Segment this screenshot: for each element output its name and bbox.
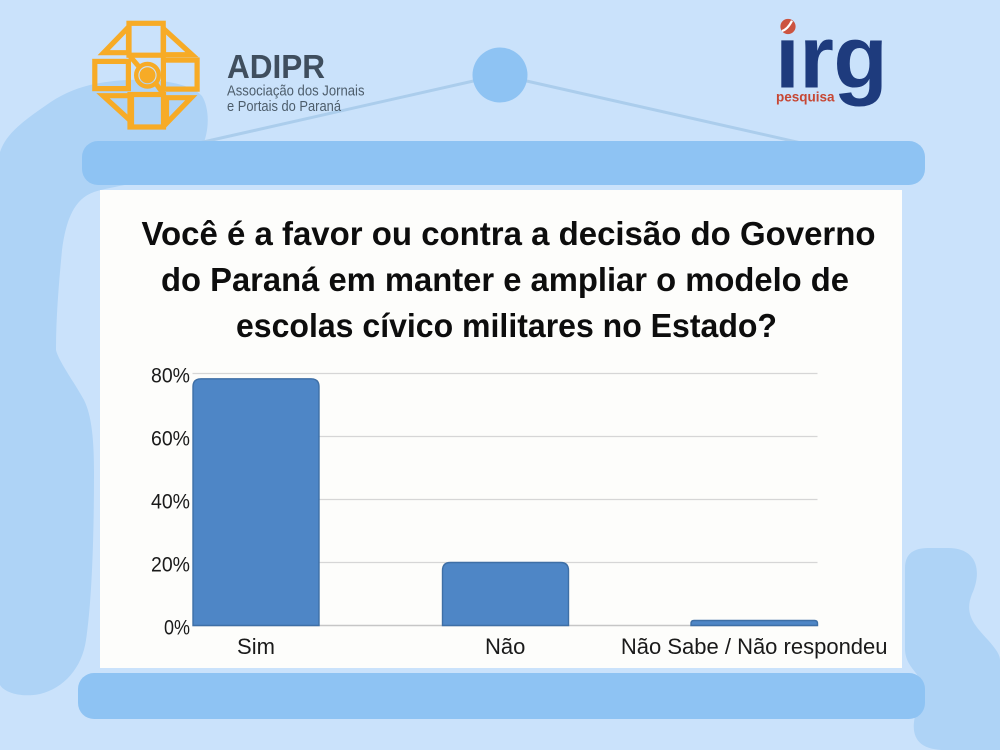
svg-text:ADIPR: ADIPR [227, 48, 325, 85]
svg-text:e Portais do Paraná: e Portais do Paraná [227, 98, 342, 115]
svg-text:Associação dos Jornais: Associação dos Jornais [227, 83, 365, 100]
svg-text:60%: 60% [151, 427, 190, 451]
svg-text:Não Sabe / Não respondeu: Não Sabe / Não respondeu [621, 634, 888, 659]
svg-text:20%: 20% [151, 553, 190, 577]
svg-text:pesquisa: pesquisa [776, 90, 835, 105]
svg-text:escolas cívico militares no Es: escolas cívico militares no Estado? [236, 307, 777, 344]
svg-text:80%: 80% [151, 364, 190, 388]
svg-text:0%: 0% [164, 616, 190, 640]
svg-text:do Paraná em manter e ampliar: do Paraná em manter e ampliar o modelo d… [161, 261, 849, 298]
svg-text:Sim: Sim [237, 634, 275, 659]
svg-text:40%: 40% [151, 490, 190, 514]
svg-text:Não: Não [485, 634, 525, 659]
svg-text:Você é a favor ou contra a dec: Você é a favor ou contra a decisão do Go… [142, 215, 876, 252]
